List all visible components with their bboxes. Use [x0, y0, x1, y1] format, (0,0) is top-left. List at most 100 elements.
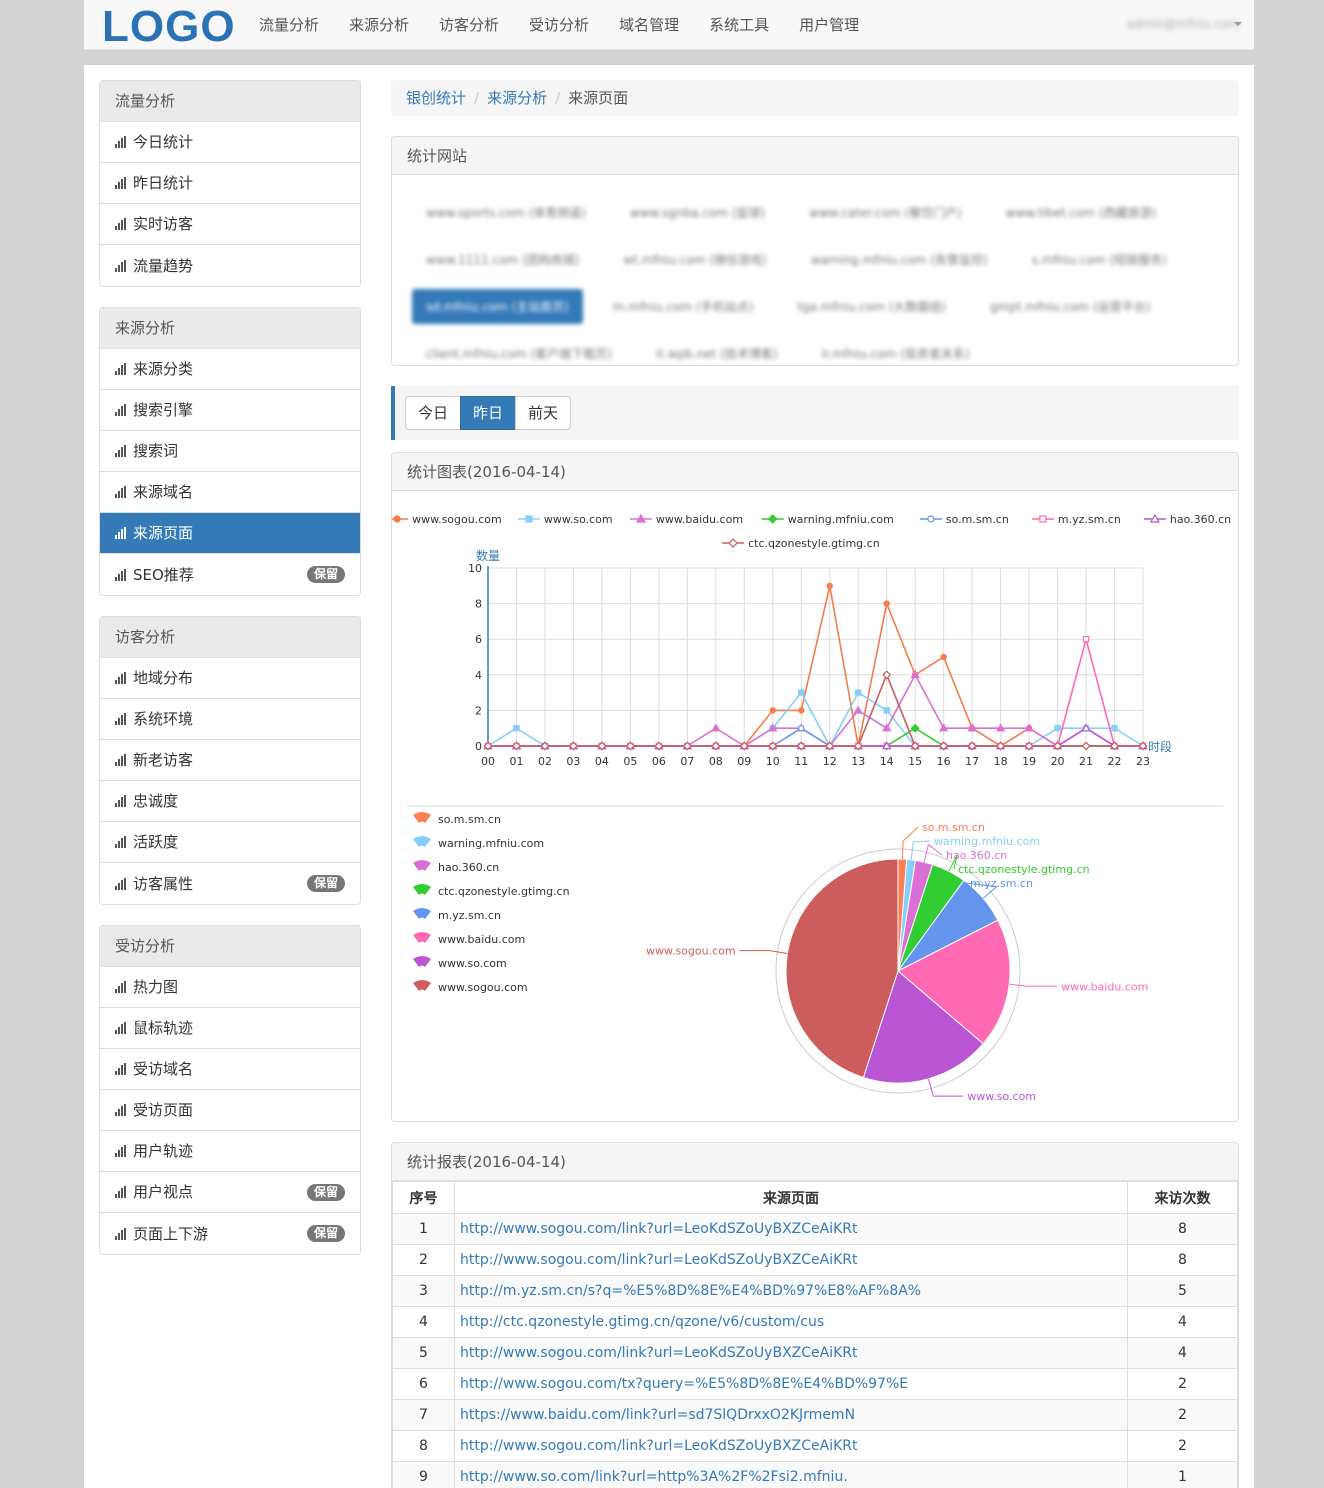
sidebar-item[interactable]: 实时访客	[100, 204, 360, 245]
breadcrumb-parent[interactable]: 来源分析	[487, 89, 548, 107]
sidebar-item[interactable]: 搜索词	[100, 431, 360, 472]
sidebar-item[interactable]: 地域分布	[100, 658, 360, 699]
nav-item[interactable]: 流量分析	[259, 16, 320, 34]
sidebar-item[interactable]: 活跃度	[100, 822, 360, 863]
pie-legend-label[interactable]: www.sogou.com	[438, 981, 528, 994]
nav-item[interactable]: 来源分析	[349, 16, 410, 34]
pie-legend-label[interactable]: hao.360.cn	[438, 861, 499, 874]
site-link[interactable]: warning.mfniu.com (告警监控)	[810, 253, 988, 267]
sidebar-item[interactable]: 系统环境	[100, 699, 360, 740]
site-link[interactable]: www.1111.com (团购商城)	[426, 253, 580, 267]
source-page-link[interactable]: http://www.sogou.com/link?url=LeoKdSZoUy…	[460, 1345, 858, 1361]
x-tick-label: 07	[680, 755, 694, 768]
sidebar-item[interactable]: 昨日统计	[100, 163, 360, 204]
legend-label[interactable]: m.yz.sm.cn	[1058, 513, 1121, 526]
nav-item[interactable]: 域名管理	[619, 16, 680, 34]
site-link[interactable]: ir.mfniu.com (投资者关系)	[821, 347, 970, 361]
data-point	[883, 600, 890, 607]
sidebar-item[interactable]: 受访页面	[100, 1090, 360, 1131]
x-tick-label: 22	[1108, 755, 1122, 768]
site-link[interactable]: it.wpb.net (技术博客)	[655, 347, 778, 361]
sidebar-item[interactable]: 用户视点 保留	[100, 1172, 360, 1213]
legend-label[interactable]: www.baidu.com	[656, 513, 743, 526]
source-page-link[interactable]: http://m.yz.sm.cn/s?q=%E5%8D%8E%E4%BD%97…	[460, 1283, 922, 1299]
pie-legend-label[interactable]: m.yz.sm.cn	[438, 909, 501, 922]
legend-label[interactable]: so.m.sm.cn	[946, 513, 1009, 526]
data-point	[768, 723, 778, 732]
day-button[interactable]: 前天	[515, 396, 572, 430]
nav-item[interactable]: 访客分析	[439, 16, 500, 34]
legend-label[interactable]: hao.360.cn	[1170, 513, 1231, 526]
visit-count: 8	[1127, 1213, 1238, 1245]
legend-label[interactable]: ctc.qzonestyle.gtimg.cn	[748, 537, 880, 550]
pie-legend-label[interactable]: warning.mfniu.com	[438, 837, 544, 850]
nav-item[interactable]: 系统工具	[709, 16, 770, 34]
nav-item[interactable]: 受访分析	[529, 16, 590, 34]
sidebar-item[interactable]: 页面上下游 保留	[100, 1213, 360, 1254]
table-row: 9 http://www.so.com/link?url=http%3A%2F%2…	[392, 1461, 1238, 1488]
data-point	[1081, 723, 1091, 732]
sidebar-item-label: 今日统计	[133, 133, 194, 151]
sidebar-item[interactable]: 热力图	[100, 967, 360, 1008]
pie-slice[interactable]	[785, 858, 899, 1079]
site-link[interactable]: client.mfniu.com (客户端下载页)	[426, 347, 612, 361]
sites-panel-title: 统计网站	[392, 137, 1238, 175]
legend-marker	[728, 538, 738, 548]
data-point	[882, 741, 892, 750]
column-header: 来源页面	[454, 1181, 1128, 1214]
site-link[interactable]: s.mfniu.com (短链服务)	[1031, 253, 1167, 267]
sidebar-item[interactable]: 鼠标轨迹	[100, 1008, 360, 1049]
site-link[interactable]: tga.mfniu.com (大数据组)	[797, 300, 946, 314]
logo[interactable]: LOGO	[102, 2, 236, 51]
legend-label[interactable]: warning.mfniu.com	[788, 513, 894, 526]
signal-bars-icon	[115, 218, 129, 230]
data-point	[940, 653, 947, 661]
source-page-link[interactable]: http://www.sogou.com/tx?query=%E5%8D%8E%…	[460, 1376, 909, 1392]
pie-legend-label[interactable]: so.m.sm.cn	[438, 813, 501, 826]
pie-slice[interactable]	[862, 970, 984, 1084]
site-link[interactable]: www.tibet.com (西藏旅游)	[1005, 206, 1157, 220]
source-page-link[interactable]: http://www.sogou.com/link?url=LeoKdSZoUy…	[460, 1438, 858, 1454]
chevron-down-icon[interactable]	[1234, 22, 1242, 26]
day-button[interactable]: 昨日	[460, 396, 517, 430]
sidebar-item[interactable]: 流量趋势	[100, 245, 360, 286]
sidebar-item[interactable]: 搜索引擎	[100, 390, 360, 431]
x-tick-label: 00	[481, 755, 495, 768]
site-link[interactable]: www.sports.com (体育频道)	[426, 206, 586, 220]
table-row: 4 http://ctc.qzonestyle.gtimg.cn/qzone/v6…	[392, 1306, 1238, 1338]
pie-legend-icon	[413, 980, 431, 991]
sidebar-item[interactable]: 来源域名	[100, 472, 360, 513]
site-link[interactable]: www.cater.com (餐饮门户)	[809, 206, 962, 220]
sidebar-item[interactable]: 来源页面	[100, 513, 360, 554]
sidebar-item[interactable]: 来源分类	[100, 349, 360, 390]
sidebar-item[interactable]: SEO推荐 保留	[100, 554, 360, 595]
site-link[interactable]: wt.mfniu.com (微信游戏)	[623, 253, 767, 267]
pie-legend-label[interactable]: ctc.qzonestyle.gtimg.cn	[438, 885, 570, 898]
data-point	[654, 741, 664, 751]
source-page-link[interactable]: http://www.sogou.com/link?url=LeoKdSZoUy…	[460, 1221, 858, 1237]
nav-item[interactable]: 用户管理	[799, 16, 860, 34]
site-link[interactable]: sd.mfniu.com (主站首页)	[412, 289, 583, 324]
sidebar-item[interactable]: 访客属性 保留	[100, 863, 360, 904]
source-page-link[interactable]: http://www.so.com/link?url=http%3A%2F%2F…	[460, 1469, 848, 1485]
source-page-link[interactable]: http://www.sogou.com/link?url=LeoKdSZoUy…	[460, 1252, 858, 1268]
pie-legend-label[interactable]: www.so.com	[438, 957, 507, 970]
sidebar-item[interactable]: 今日统计	[100, 122, 360, 163]
source-page-link[interactable]: https://www.baidu.com/link?url=sd7SlQDrx…	[460, 1407, 856, 1423]
site-link[interactable]: m.mfniu.com (手机站点)	[612, 300, 754, 314]
legend-label[interactable]: www.so.com	[544, 513, 613, 526]
breadcrumb-root[interactable]: 银创统计	[406, 89, 467, 107]
legend-label[interactable]: www.sogou.com	[412, 513, 502, 526]
pie-slice[interactable]	[897, 919, 1011, 1045]
user-menu[interactable]: admin@mfniu.com	[1126, 17, 1240, 31]
sidebar-item[interactable]: 用户轨迹	[100, 1131, 360, 1172]
day-button[interactable]: 今日	[405, 396, 462, 430]
sidebar-item[interactable]: 忠诚度	[100, 781, 360, 822]
sidebar-item[interactable]: 新老访客	[100, 740, 360, 781]
data-point	[568, 741, 578, 751]
site-link[interactable]: gmpt.mfniu.com (运营平台)	[989, 300, 1151, 314]
site-link[interactable]: www.sgnba.com (篮球)	[629, 206, 766, 220]
pie-legend-label[interactable]: www.baidu.com	[438, 933, 525, 946]
sidebar-item[interactable]: 受访域名	[100, 1049, 360, 1090]
source-page-link[interactable]: http://ctc.qzonestyle.gtimg.cn/qzone/v6/…	[460, 1314, 825, 1330]
